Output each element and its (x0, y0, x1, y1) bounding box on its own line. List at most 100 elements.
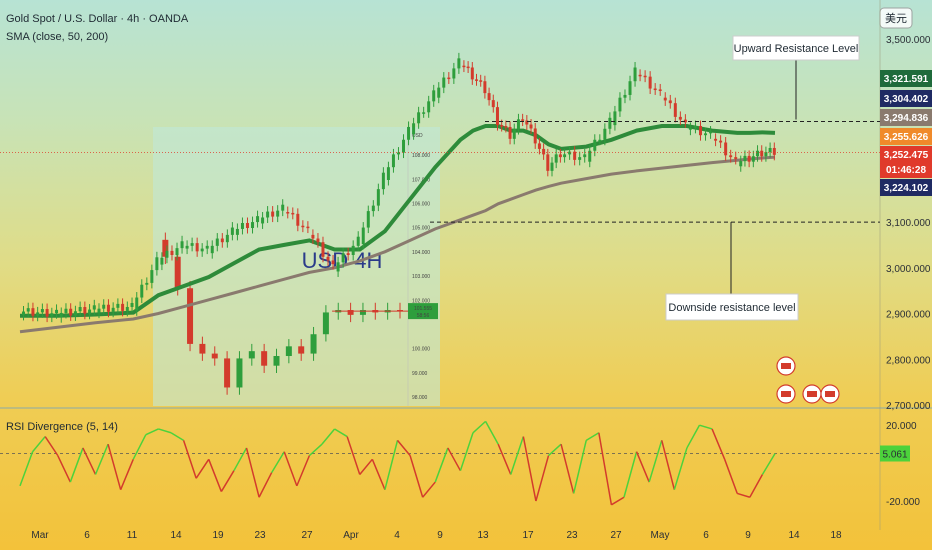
y-tick-label: 3,500.000 (886, 35, 931, 46)
price-candle (83, 307, 87, 314)
x-tick-label: 11 (127, 530, 138, 541)
price-candle (40, 309, 44, 313)
rsi-segment (283, 451, 298, 487)
rsi-segment (673, 447, 688, 490)
price-candle (578, 157, 582, 160)
price-candle (235, 228, 239, 235)
price-tag (880, 146, 932, 163)
sma-indicator-label: SMA (close, 50, 200) (6, 31, 108, 43)
price-candle (542, 148, 546, 155)
price-tag (880, 70, 932, 87)
price-candle (170, 250, 174, 255)
price-candle (747, 155, 751, 162)
usd-inset-candle (248, 351, 255, 359)
price-candle (45, 309, 49, 317)
x-tick-label: 13 (477, 530, 489, 541)
price-candle (537, 143, 541, 149)
rsi-segment (182, 440, 197, 479)
x-tick-label: 9 (745, 530, 751, 541)
price-candle (487, 93, 491, 101)
price-candle (709, 131, 713, 134)
price-candle (402, 139, 406, 153)
price-candle (558, 154, 562, 158)
y-tick-label: 2,800.000 (886, 355, 931, 366)
downside-callout-label: Downside resistance level (668, 302, 795, 314)
price-candle (508, 126, 512, 139)
currency-button-label[interactable]: 美元 (885, 12, 907, 25)
price-candle (760, 150, 764, 157)
price-candle (432, 90, 436, 102)
price-candle (422, 112, 426, 114)
rsi-segment (761, 453, 776, 475)
price-candle (491, 100, 495, 108)
x-tick-label: 4 (394, 530, 400, 541)
price-candle (462, 65, 466, 68)
upward-callout-box (732, 35, 860, 61)
rsi-segment (737, 492, 751, 498)
usd-inset-panel (153, 127, 440, 406)
price-candle (165, 250, 169, 258)
price-tag-label: 3,321.591 (884, 74, 929, 85)
price-candle (470, 67, 474, 80)
price-candle (296, 213, 300, 226)
rsi-segment (447, 447, 462, 472)
price-candle (351, 245, 355, 255)
price-candle (479, 80, 483, 82)
usd-inset-candle (211, 353, 218, 359)
price-candle (361, 227, 365, 245)
price-candle (550, 162, 554, 171)
price-tag (880, 179, 932, 196)
price-candle (719, 140, 723, 143)
price-candle (734, 157, 738, 159)
y-tick-label: 2,700.000 (886, 401, 931, 412)
price-candle (130, 303, 134, 307)
rsi-segment (245, 447, 260, 498)
x-tick-label: 17 (522, 530, 534, 541)
x-tick-label: 27 (301, 530, 313, 541)
flag-icon-mark (781, 363, 791, 369)
rsi-segment (459, 432, 474, 471)
usd-inset-candle (310, 334, 317, 354)
price-candle (341, 253, 345, 263)
price-tag-label: 3,304.402 (884, 94, 929, 105)
usd-inset-candle (236, 358, 243, 388)
price-candle (88, 309, 92, 314)
price-candle (633, 67, 637, 82)
rsi-segment (107, 443, 122, 490)
x-tick-label: 9 (437, 530, 443, 541)
price-candle (180, 241, 184, 249)
price-candle (291, 212, 295, 215)
price-candle (245, 222, 249, 229)
price-candle (407, 126, 411, 140)
price-tag-label: 3,255.626 (884, 132, 929, 143)
rsi-segment (396, 439, 411, 456)
price-tag (880, 109, 932, 126)
price-candle (311, 234, 315, 239)
price-candle (623, 94, 627, 98)
price-candle (316, 238, 320, 243)
usd-inset-candle (174, 256, 181, 289)
price-candle (31, 308, 35, 316)
price-candle (475, 79, 478, 81)
price-candle (331, 260, 335, 265)
usd-inset-candle (261, 351, 268, 366)
price-candle (140, 284, 144, 298)
rsi-segment (220, 470, 235, 492)
rsi-segment (749, 474, 764, 498)
price-candle (756, 150, 760, 157)
price-candle (437, 87, 441, 98)
price-tag (880, 90, 932, 107)
price-candle (412, 123, 416, 135)
price-candle (483, 81, 487, 94)
price-candle (251, 222, 255, 229)
price-candle (73, 311, 77, 316)
rsi-current-tag (880, 445, 910, 462)
rsi-segment (158, 428, 172, 434)
usd-inset-candle (187, 288, 194, 344)
price-candle (121, 303, 125, 311)
usd-inset-tick: 102.000 (412, 298, 430, 304)
price-candle (271, 211, 275, 217)
price-candle (376, 189, 380, 206)
